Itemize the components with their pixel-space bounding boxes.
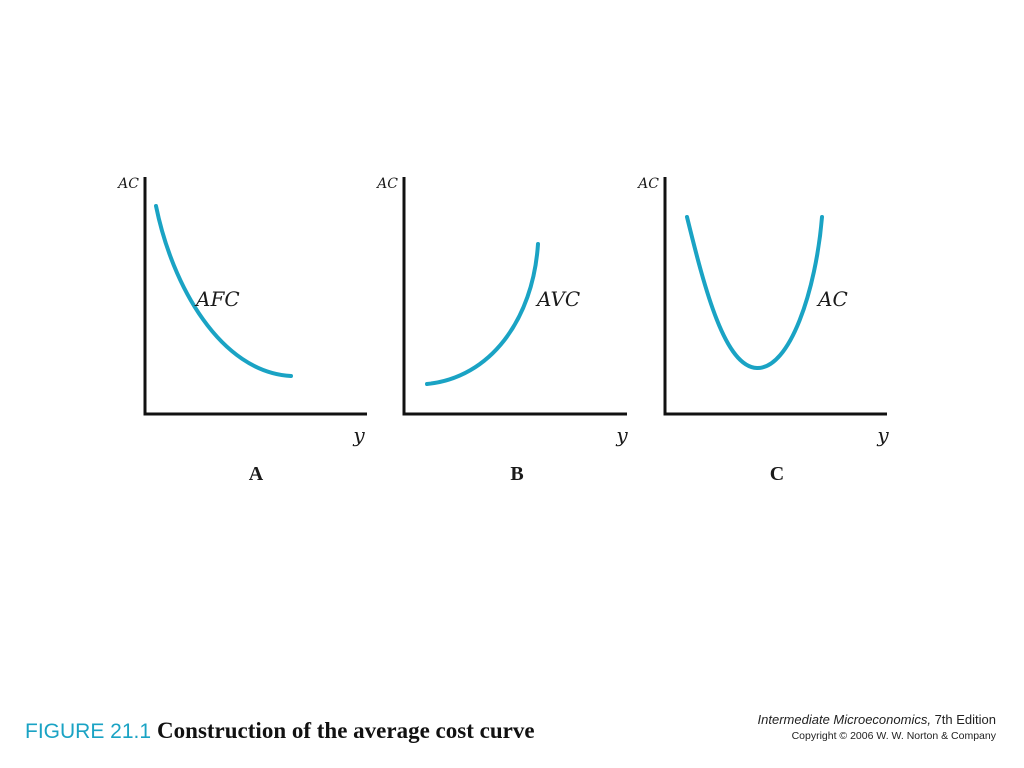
avc-curve-label: AVC	[535, 287, 580, 311]
panel-a: AC y AFC A	[116, 176, 367, 485]
panel-c-y-axis-title: AC	[636, 176, 659, 192]
panel-b: AC y AVC B	[375, 176, 628, 485]
figure-title: Construction of the average cost curve	[157, 718, 535, 743]
ac-curve-label: AC	[816, 287, 848, 311]
book-title: Intermediate Microeconomics,	[757, 712, 931, 727]
afc-curve-label: AFC	[194, 287, 240, 311]
avc-curve	[425, 242, 540, 386]
book-edition: 7th Edition	[930, 712, 996, 727]
panel-a-letter: A	[249, 463, 264, 485]
panel-c-letter: C	[770, 463, 784, 485]
panel-a-x-axis-title: y	[352, 423, 365, 447]
ac-curve	[685, 215, 824, 371]
panel-a-axes	[143, 177, 367, 416]
panel-b-x-axis-title: y	[615, 423, 628, 447]
afc-curve	[154, 204, 293, 378]
copyright-notice: Copyright © 2006 W. W. Norton & Company	[791, 730, 996, 742]
panel-c-x-axis-title: y	[876, 423, 889, 447]
panel-c: AC y AC C	[636, 176, 889, 485]
panel-b-axes	[402, 177, 627, 416]
book-line: Intermediate Microeconomics, 7th Edition	[758, 711, 996, 728]
panel-c-axes	[663, 177, 887, 416]
book-credits: Intermediate Microeconomics, 7th Edition…	[758, 711, 996, 744]
panel-b-y-axis-title: AC	[375, 176, 398, 192]
figure-number: FIGURE 21.1	[25, 720, 152, 743]
panel-a-y-axis-title: AC	[116, 176, 139, 192]
panel-b-letter: B	[510, 463, 523, 485]
figure-caption: FIGURE 21.1 Construction of the average c…	[25, 718, 535, 744]
